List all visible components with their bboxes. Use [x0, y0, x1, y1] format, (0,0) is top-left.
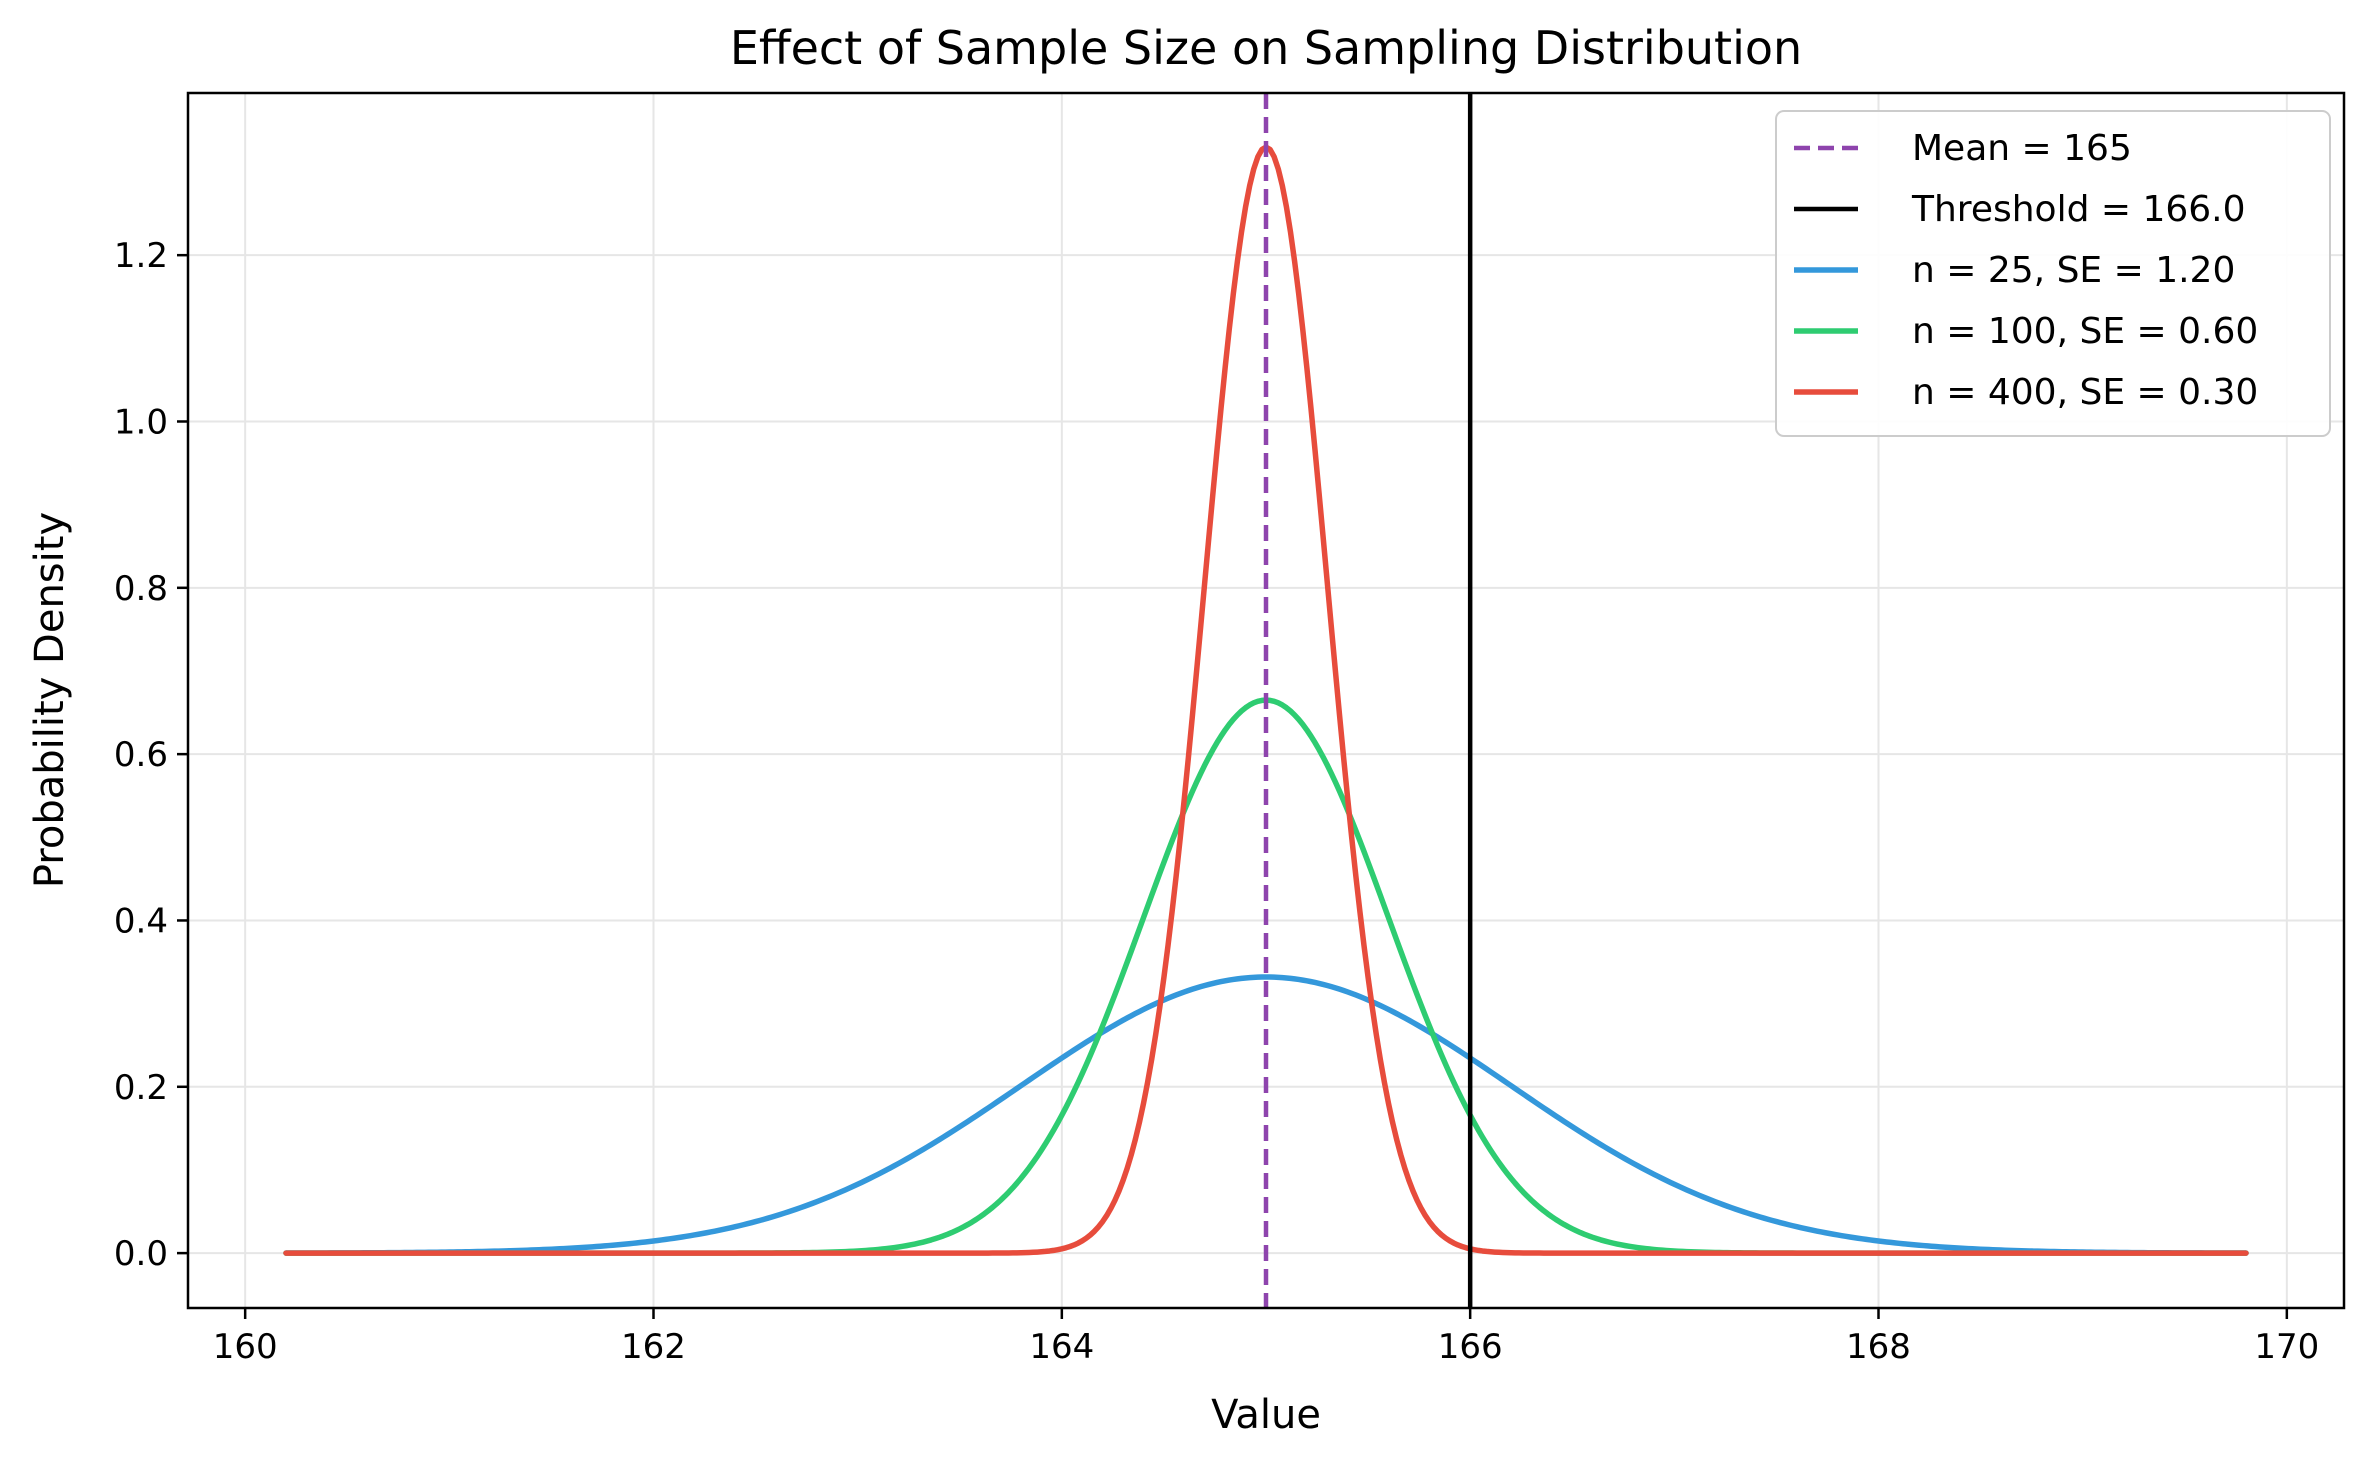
- legend-entry-series-label: n = 400, SE = 0.30: [1912, 372, 2258, 413]
- x-tick-label: 164: [1029, 1327, 1094, 1367]
- legend-entry-series-label: n = 25, SE = 1.20: [1912, 250, 2235, 291]
- plot-area-frame: [186, 91, 2346, 1310]
- y-tick-label: 1.2: [114, 236, 168, 276]
- legend-box: [1775, 110, 2331, 437]
- legend-entry-threshold-label: Threshold = 166.0: [1911, 189, 2246, 230]
- y-tick-label: 0.8: [114, 569, 168, 609]
- legend-entry-series-label: n = 100, SE = 0.60: [1912, 311, 2258, 352]
- x-axis-title: Value: [1211, 1392, 1321, 1438]
- y-tick-label: 0.4: [114, 901, 168, 941]
- x-tick-label: 168: [1846, 1327, 1911, 1367]
- legend: Mean = 165 Threshold = 166.0 n = 25, SE = …: [1775, 110, 2331, 437]
- series-line: [283, 974, 2249, 1256]
- x-tick-label: 160: [213, 1327, 278, 1367]
- y-tick-label: 0.2: [114, 1068, 168, 1108]
- lines-layer: [283, 93, 2249, 1308]
- x-tick-label: 166: [1438, 1327, 1503, 1367]
- legend-entry-mean-label: Mean = 165: [1912, 128, 2132, 169]
- x-tick-label: 162: [621, 1327, 686, 1367]
- y-tick-label: 0.0: [114, 1234, 168, 1274]
- x-tick-label: 170: [2254, 1327, 2319, 1367]
- chart-title: Effect of Sample Size on Sampling Distri…: [730, 21, 1802, 75]
- y-tick-label: 1.0: [114, 402, 168, 442]
- y-tick-label: 0.6: [114, 735, 168, 775]
- y-axis-title: Probability Density: [27, 512, 73, 888]
- ticks-layer: 160 162 164 166 168 170 0.0 0.2 0.4 0.6 0.8 1.0 1.2: [114, 236, 2319, 1367]
